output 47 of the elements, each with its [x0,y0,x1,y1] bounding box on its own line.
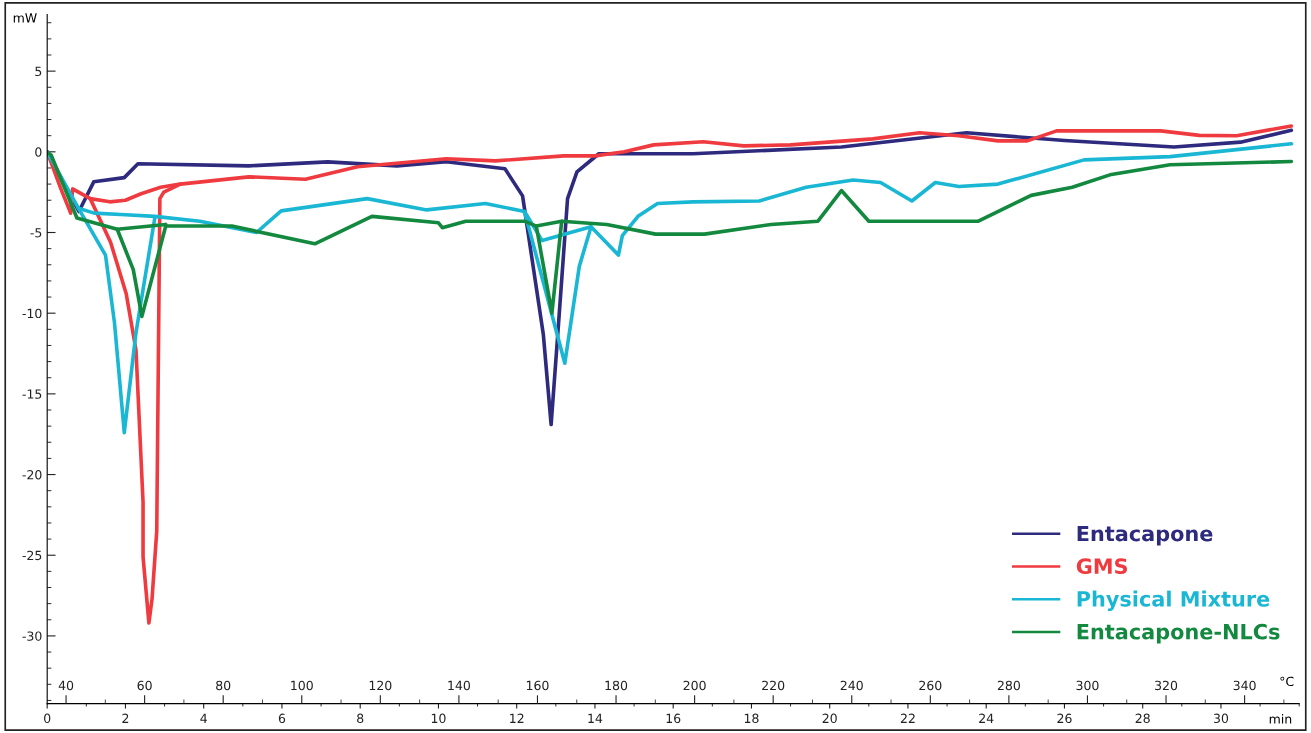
x-tick-label: 24 [979,713,994,723]
x-tick-label: 0 [44,713,51,724]
x-tick-label: 4 [200,713,207,723]
x2-tick-label: 100 [291,680,313,691]
x-tick-label: 18 [744,713,759,724]
x2-tick-label: 260 [919,680,942,691]
x-tick-label: 14 [588,713,603,723]
x-tick-label: 28 [1135,713,1150,724]
x-tick-label: 8 [357,713,364,724]
x2-tick-label: 140 [448,680,470,691]
y-tick-label: -15 [22,389,42,399]
y-tick-label: -10 [22,308,42,319]
x-tick-label: 6 [278,713,286,724]
x2-tick-label: 280 [997,680,1020,691]
x-tick-label: 10 [431,713,446,724]
x2-tick-label: 320 [1155,680,1178,691]
x2-tick-label: 160 [526,680,549,691]
x2-tick-label: 240 [840,680,863,691]
y-tick-label: -5 [30,228,42,238]
x-tick-label: 16 [666,713,681,724]
x2-axis-title: °C [1280,676,1294,687]
x2-tick-label: 220 [762,680,785,691]
y-tick-label: 5 [35,66,42,77]
x-tick-label: 2 [122,713,129,723]
y-tick-label: -25 [22,550,42,561]
x-tick-label: 22 [900,713,915,723]
x2-tick-label: 340 [1233,680,1256,691]
y-axis-title: mW [13,13,37,23]
x2-tick-label: 120 [369,680,392,691]
x2-tick-label: 40 [58,680,74,691]
legend-label: Physical Mixture [1077,590,1270,611]
legend-label: Entacapone [1077,525,1213,546]
legend-label: Entacapone-NLCs [1077,623,1280,644]
y-tick-label: -20 [22,470,42,480]
x2-tick-label: 200 [683,680,706,691]
x-tick-label: 26 [1057,713,1072,724]
x-axis-title: min [1269,714,1292,724]
y-tick-label: -30 [22,631,42,641]
x2-tick-label: 80 [216,680,231,691]
y-tick-label: 0 [35,147,42,157]
legend-label: GMS [1076,558,1128,575]
x2-tick-label: 60 [137,680,152,691]
x-tick-label: 20 [822,713,837,724]
x-tick-label: 30 [1213,713,1229,724]
x-tick-label: 12 [510,713,524,723]
x2-tick-label: 180 [605,680,628,691]
x2-tick-label: 300 [1076,680,1099,691]
